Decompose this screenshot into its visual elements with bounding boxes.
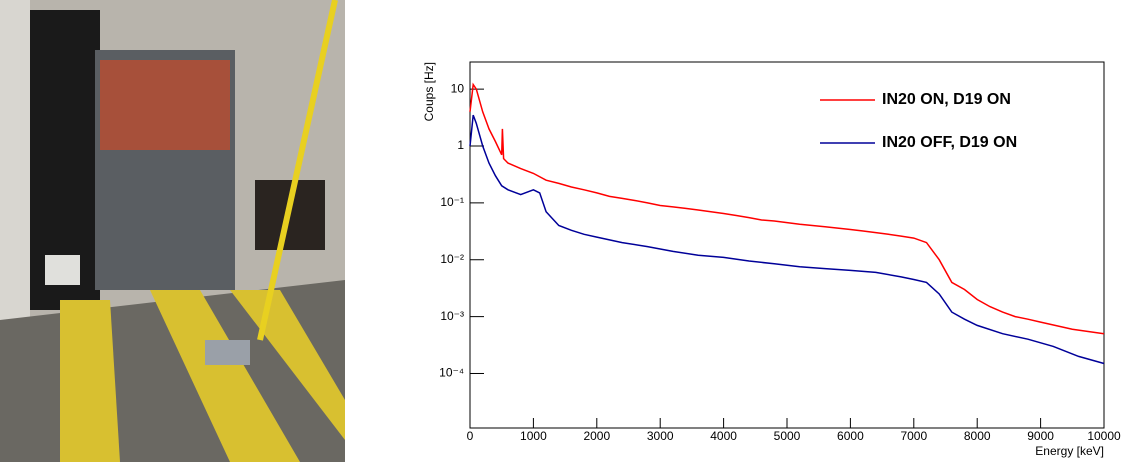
- photo: [0, 0, 345, 462]
- photo-detector: [205, 340, 250, 365]
- x-tick-label: 1000: [520, 429, 547, 443]
- x-tick-label: 10000: [1087, 429, 1121, 443]
- y-tick-label: 10⁻⁴: [439, 366, 464, 380]
- x-tick-label: 3000: [647, 429, 674, 443]
- photo-red-bricks: [100, 60, 230, 150]
- y-tick-label: 10⁻²: [440, 252, 464, 266]
- photo-floor-stripe: [60, 300, 120, 462]
- x-tick-label: 6000: [837, 429, 864, 443]
- y-tick-label: 10⁻¹: [440, 195, 464, 209]
- legend-label: IN20 OFF, D19 ON: [882, 134, 1017, 151]
- x-tick-label: 2000: [583, 429, 610, 443]
- y-tick-label: 10⁻³: [440, 309, 464, 323]
- y-tick-label: 1: [457, 138, 464, 152]
- x-tick-label: 5000: [774, 429, 801, 443]
- legend-label: IN20 ON, D19 ON: [882, 91, 1011, 108]
- series-line: [469, 82, 1105, 335]
- photo-floor-stripe: [150, 290, 300, 462]
- series-line: [469, 114, 1105, 365]
- x-tick-label: 8000: [964, 429, 991, 443]
- x-axis-label: Energy [keV]: [1035, 444, 1104, 458]
- x-tick-label: 9000: [1027, 429, 1054, 443]
- photo-floor-stripe: [230, 290, 345, 440]
- x-tick-label: 4000: [710, 429, 737, 443]
- x-tick-label: 7000: [900, 429, 927, 443]
- y-axis-label: Coups [Hz]: [422, 62, 436, 121]
- plot-frame: [469, 61, 1105, 429]
- x-tick-label: 0: [467, 429, 474, 443]
- y-tick-label: 10: [451, 81, 465, 95]
- photo-box: [45, 255, 80, 285]
- photo-pole: [257, 0, 338, 341]
